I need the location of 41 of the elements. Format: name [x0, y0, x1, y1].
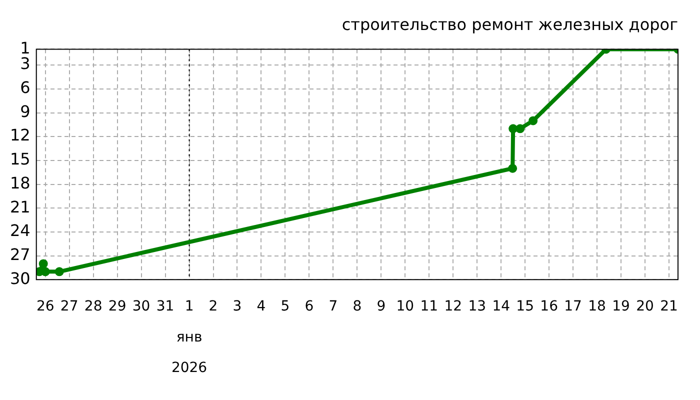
x-tick-label: 16 [540, 298, 558, 315]
x-tick-label: 7 [328, 298, 338, 315]
point [54, 267, 64, 276]
point [508, 164, 518, 173]
chart-title: строительство ремонт железных дорог [342, 14, 678, 34]
y-tick-label: 24 [10, 221, 30, 240]
x-tick-label: 13 [468, 298, 486, 315]
point [38, 259, 48, 268]
x-tick-label: 3 [232, 298, 242, 315]
x-tick-label: 6 [304, 298, 314, 315]
x-tick-label: 8 [352, 298, 362, 315]
x-tick-label: 5 [280, 298, 290, 315]
x-tick-label: 28 [84, 298, 102, 315]
x-tick-label: 30 [132, 298, 150, 315]
x-tick-label: 4 [256, 298, 266, 315]
x-tick-label: 9 [376, 298, 386, 315]
x-tick-label: 26 [36, 298, 54, 315]
x-tick-label: 12 [444, 298, 462, 315]
y-tick-label: 18 [10, 173, 30, 192]
point [516, 124, 525, 134]
y-tick-label: 30 [10, 268, 30, 288]
point [508, 124, 518, 134]
x-tick-label: 27 [60, 298, 78, 315]
y-tick-label: 12 [10, 126, 30, 145]
x-tick-label: 18 [588, 298, 606, 315]
y-tick-label: 9 [20, 102, 30, 121]
x-tick-label: 20 [636, 298, 654, 315]
y-tick-label: 6 [20, 78, 30, 98]
x-tick-label: 11 [420, 298, 438, 315]
y-tick-label: 15 [10, 150, 30, 169]
point [528, 116, 538, 126]
x-tick-label: 29 [108, 298, 126, 315]
y-tick-label: 21 [10, 197, 30, 216]
x-tick-label: 2 [208, 298, 218, 315]
x-tick-label: 21 [660, 298, 678, 315]
x-tick-label: 15 [516, 298, 534, 315]
y-tick-label: 27 [10, 244, 30, 264]
x-tick-label: 10 [396, 298, 414, 315]
x-tick-label: 14 [492, 298, 510, 315]
x-tick-label: 17 [564, 298, 582, 315]
x-tick-label: 19 [612, 298, 630, 315]
